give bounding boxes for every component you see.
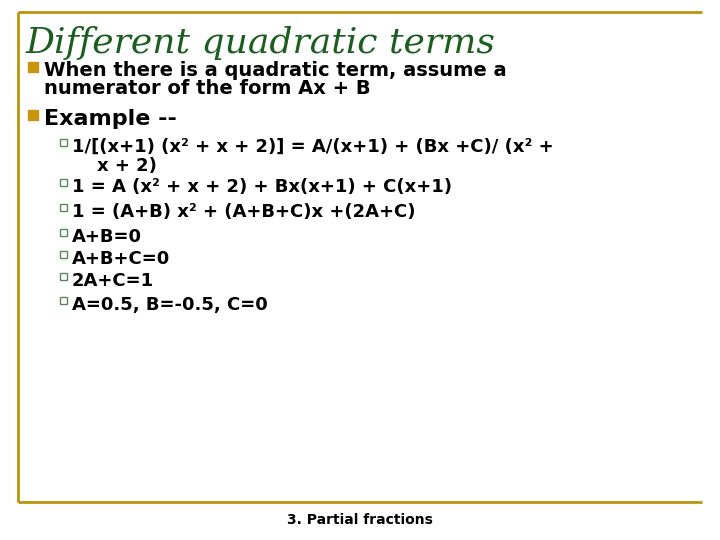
- Bar: [28, 110, 38, 120]
- Text: 3. Partial fractions: 3. Partial fractions: [287, 513, 433, 527]
- FancyBboxPatch shape: [60, 297, 67, 304]
- Text: Example --: Example --: [44, 109, 177, 129]
- Text: A=0.5, B=-0.5, C=0: A=0.5, B=-0.5, C=0: [72, 296, 268, 314]
- Bar: [28, 62, 38, 72]
- Text: 2A+C=1: 2A+C=1: [72, 272, 154, 290]
- Text: 1 = (A+B) x² + (A+B+C)x +(2A+C): 1 = (A+B) x² + (A+B+C)x +(2A+C): [72, 203, 415, 221]
- Text: When there is a quadratic term, assume a: When there is a quadratic term, assume a: [44, 61, 507, 80]
- Text: 1/[(x+1) (x² + x + 2)] = A/(x+1) + (Bx +C)/ (x² +: 1/[(x+1) (x² + x + 2)] = A/(x+1) + (Bx +…: [72, 138, 554, 156]
- FancyBboxPatch shape: [60, 204, 67, 211]
- FancyBboxPatch shape: [60, 251, 67, 258]
- Text: numerator of the form Ax + B: numerator of the form Ax + B: [44, 79, 371, 98]
- Text: Different quadratic terms: Different quadratic terms: [26, 26, 496, 60]
- FancyBboxPatch shape: [60, 273, 67, 280]
- Text: A+B=0: A+B=0: [72, 228, 142, 246]
- Text: x + 2): x + 2): [72, 157, 157, 175]
- FancyBboxPatch shape: [60, 229, 67, 236]
- FancyBboxPatch shape: [60, 139, 67, 146]
- Text: 1 = A (x² + x + 2) + Bx(x+1) + C(x+1): 1 = A (x² + x + 2) + Bx(x+1) + C(x+1): [72, 178, 452, 196]
- FancyBboxPatch shape: [60, 179, 67, 186]
- Text: A+B+C=0: A+B+C=0: [72, 250, 170, 268]
